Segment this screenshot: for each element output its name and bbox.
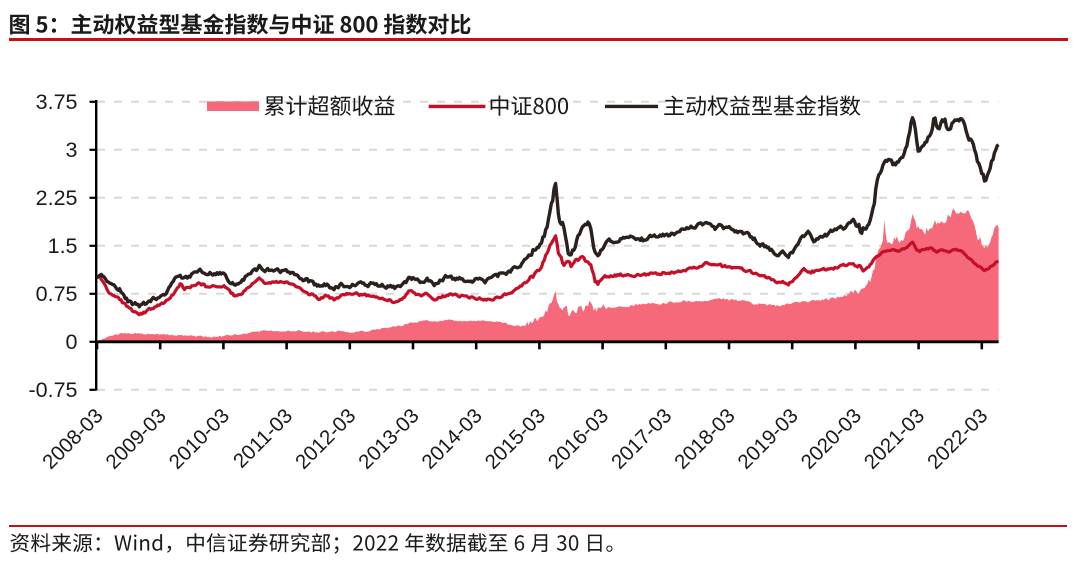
svg-text:0: 0 <box>66 330 78 354</box>
svg-text:1.5: 1.5 <box>48 234 78 258</box>
svg-text:0.75: 0.75 <box>36 282 78 306</box>
svg-text:2017-03: 2017-03 <box>607 404 676 473</box>
svg-text:2018-03: 2018-03 <box>670 404 739 473</box>
svg-text:2014-03: 2014-03 <box>417 404 486 473</box>
svg-text:2010-03: 2010-03 <box>164 404 233 473</box>
svg-text:2022-03: 2022-03 <box>923 404 992 473</box>
svg-text:2012-03: 2012-03 <box>291 404 360 473</box>
svg-text:3: 3 <box>66 138 78 162</box>
svg-text:2016-03: 2016-03 <box>544 404 613 473</box>
svg-text:2.25: 2.25 <box>36 186 78 210</box>
svg-text:-0.75: -0.75 <box>28 378 77 402</box>
svg-text:2013-03: 2013-03 <box>354 404 423 473</box>
svg-text:2021-03: 2021-03 <box>860 404 929 473</box>
svg-text:2020-03: 2020-03 <box>796 404 865 473</box>
svg-text:2015-03: 2015-03 <box>480 404 549 473</box>
svg-text:2011-03: 2011-03 <box>229 404 297 472</box>
svg-text:2009-03: 2009-03 <box>101 404 170 473</box>
svg-text:3.75: 3.75 <box>36 90 78 114</box>
svg-text:2008-03: 2008-03 <box>38 404 107 473</box>
svg-text:2019-03: 2019-03 <box>733 404 802 473</box>
